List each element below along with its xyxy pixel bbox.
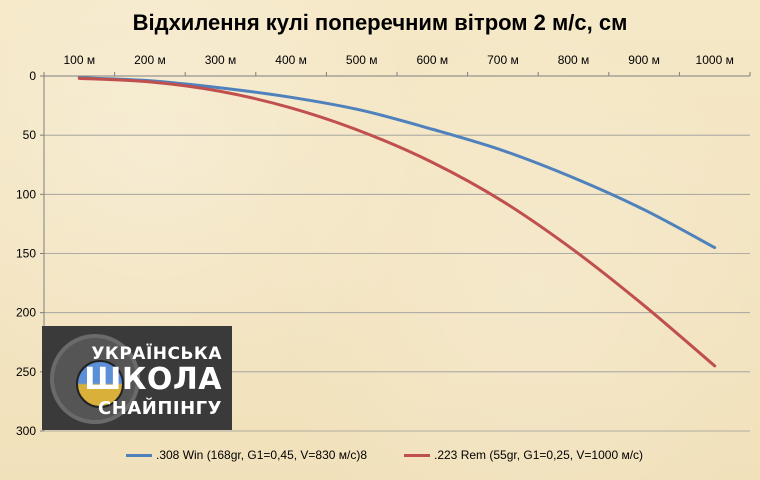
series-lines — [77, 76, 717, 368]
x-tick-label: 700 м — [487, 53, 519, 67]
legend: .308 Win (168gr, G1=0,45, V=830 м/с)8 .2… — [0, 448, 760, 468]
legend-item-223: .223 Rem (55gr, G1=0,25, V=1000 м/с) — [404, 448, 643, 462]
y-tick-label: 50 — [23, 128, 37, 142]
x-tick-label: 400 м — [275, 53, 307, 67]
series-line-223-rem — [77, 76, 717, 368]
y-tick-label: 100 — [16, 187, 36, 201]
x-tick-label: 300 м — [205, 53, 237, 67]
x-tick-label: 900 м — [628, 53, 660, 67]
x-tick-label: 200 м — [134, 53, 166, 67]
x-tick-label: 600 м — [416, 53, 448, 67]
y-tick-label: 200 — [16, 306, 36, 320]
logo-text-line1: УКРАЇНСЬКА — [91, 344, 222, 364]
school-logo: УКРАЇНСЬКА ШКОЛА СНАЙПІНГУ — [42, 326, 232, 430]
y-tick-label: 250 — [16, 365, 36, 379]
logo-text-line2: ШКОЛА — [84, 362, 222, 397]
legend-swatch-308 — [126, 453, 152, 457]
legend-item-308: .308 Win (168gr, G1=0,45, V=830 м/с)8 — [126, 448, 367, 462]
series-line-308-win — [77, 76, 717, 250]
scope-lens-icon — [76, 360, 124, 408]
y-tick-label: 0 — [29, 69, 36, 83]
legend-label-223: .223 Rem (55gr, G1=0,25, V=1000 м/с) — [434, 448, 644, 462]
x-tick-label: 500 м — [346, 53, 378, 67]
y-tick-label: 300 — [16, 424, 36, 438]
x-tick-label: 800 м — [558, 53, 590, 67]
legend-swatch-223 — [404, 453, 430, 457]
x-tick-label: 100 м — [63, 53, 95, 67]
legend-label-308: .308 Win (168gr, G1=0,45, V=830 м/с)8 — [156, 448, 368, 462]
axes: 0 50 100 150 200 250 300 100 м 200 м 300 м 400 м 50… — [16, 53, 751, 438]
chart-title: Відхилення кулі поперечним вітром 2 м/с,… — [132, 10, 628, 35]
y-tick-label: 150 — [16, 247, 36, 261]
logo-text-line3: СНАЙПІНГУ — [98, 398, 222, 419]
x-tick-label: 1000 м — [696, 53, 734, 67]
